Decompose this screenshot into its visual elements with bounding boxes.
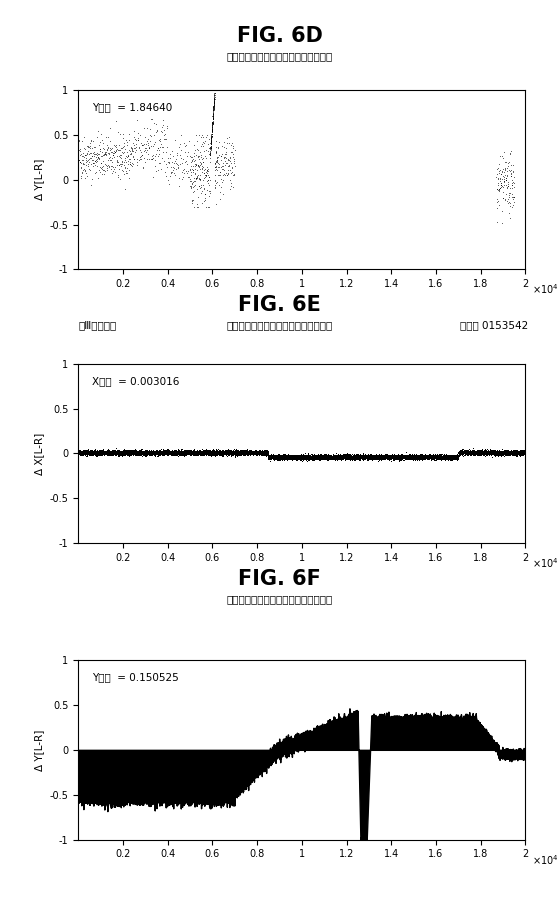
Text: 第Ⅲ神経麻痺: 第Ⅲ神経麻痺: [78, 321, 116, 330]
Y-axis label: Δ Y[L-R]: Δ Y[L-R]: [34, 159, 44, 200]
Text: Y分散  = 1.84640: Y分散 = 1.84640: [92, 102, 172, 112]
Text: 異なる対象の中での注視共同性の比較: 異なる対象の中での注視共同性の比較: [226, 50, 333, 61]
Text: 全分散 0153542: 全分散 0153542: [460, 321, 528, 330]
Text: $\times10^4$: $\times10^4$: [532, 557, 559, 570]
Text: $\times10^4$: $\times10^4$: [532, 283, 559, 296]
Text: FIG. 6F: FIG. 6F: [238, 569, 321, 589]
Text: X分散  = 0.003016: X分散 = 0.003016: [92, 376, 179, 386]
Text: FIG. 6D: FIG. 6D: [236, 26, 323, 46]
Text: 異なる対象の中での注視共同性の比較: 異なる対象の中での注視共同性の比較: [226, 320, 333, 330]
Text: FIG. 6E: FIG. 6E: [238, 295, 321, 315]
Text: 異なる対象の中での注視共同性の比較: 異なる対象の中での注視共同性の比較: [226, 594, 333, 604]
Y-axis label: Δ X[L-R]: Δ X[L-R]: [34, 432, 44, 475]
Text: $\times10^4$: $\times10^4$: [532, 853, 559, 867]
Text: Y分散  = 0.150525: Y分散 = 0.150525: [92, 673, 178, 682]
Y-axis label: Δ Y[L-R]: Δ Y[L-R]: [34, 729, 44, 770]
